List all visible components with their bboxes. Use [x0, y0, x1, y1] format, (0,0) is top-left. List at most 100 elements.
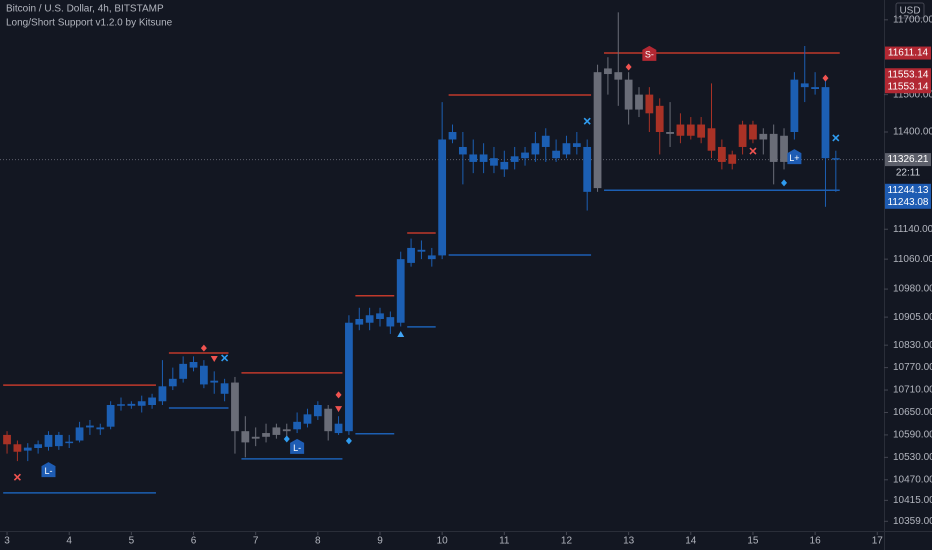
y-tick-label: 10650.00 [893, 407, 932, 418]
price-tag [885, 153, 931, 167]
y-tick-label: 10830.00 [893, 340, 932, 351]
signal-badge [41, 462, 56, 478]
signal-triangle-down [335, 406, 343, 413]
candle-body [800, 83, 809, 88]
candle-body [738, 124, 747, 147]
candle-body [438, 139, 447, 256]
candle-body [282, 429, 291, 432]
signal-diamond [822, 74, 829, 82]
candle-body [386, 317, 395, 327]
candle-body [44, 434, 53, 447]
candle-body [137, 401, 146, 406]
signal-diamond [625, 63, 632, 71]
candle-body [531, 143, 540, 155]
candle-body [313, 405, 322, 417]
price-tag-label: 11553.14 [888, 81, 929, 92]
candle-body [759, 133, 768, 140]
candle-body [168, 378, 177, 387]
candle-body [490, 158, 498, 166]
candle-body [96, 427, 105, 430]
signal-badge [787, 149, 802, 165]
candle-body [831, 158, 840, 160]
y-tick-label: 10980.00 [893, 284, 932, 295]
candle-body [769, 133, 778, 162]
candle-body [521, 152, 529, 159]
candle-body [127, 403, 136, 406]
x-tick-label: 11 [499, 536, 510, 547]
price-tag-label: 11244.13 [888, 185, 929, 196]
y-tick-label: 10905.00 [893, 312, 932, 323]
price-tag [885, 46, 931, 60]
candle-body [541, 135, 550, 147]
currency[interactable]: USD [899, 6, 920, 17]
chart-title: Bitcoin / U.S. Dollar, 4h, BITSTAMP [6, 4, 164, 15]
candle-body [293, 421, 302, 430]
x-tick-label: 7 [253, 536, 259, 547]
signal-diamond [335, 391, 342, 399]
candle-body [572, 143, 581, 147]
candle-body [303, 414, 312, 424]
candle-body [458, 146, 467, 155]
candle-body [417, 249, 426, 252]
candle-body [624, 79, 633, 110]
y-tick-label: 10359.00 [893, 516, 932, 527]
x-tick-label: 3 [4, 536, 10, 547]
candle-body [655, 105, 664, 133]
candle-body [604, 68, 612, 75]
x-tick-label: 5 [129, 536, 135, 547]
x-tick-label: 8 [315, 536, 321, 547]
price-tag-label: 11553.14 [888, 69, 929, 80]
signal-label: S- [645, 50, 654, 60]
candle-body [34, 444, 43, 449]
candle-body [707, 128, 716, 151]
candle-body [241, 431, 250, 443]
x-tick-label: 15 [747, 536, 759, 547]
candle-body [231, 382, 239, 432]
candle-body [199, 365, 208, 385]
x-tick-label: 13 [623, 536, 635, 547]
indicator-name: Long/Short Support v1.2.0 by Kitsune [6, 18, 173, 29]
candle-body [821, 87, 830, 159]
candle-body [593, 72, 602, 189]
x-tick-label: 4 [66, 536, 72, 547]
candle-body [324, 408, 333, 432]
candle-body [13, 444, 22, 452]
signal-diamond [200, 344, 207, 352]
candle-body [148, 397, 156, 405]
signal-cross [749, 147, 757, 155]
signal-diamond [781, 179, 788, 187]
candle-body [86, 425, 94, 428]
signal-triangle-up [397, 330, 405, 337]
candle-body [666, 132, 674, 134]
candle-body [262, 433, 270, 437]
candle-body [510, 156, 519, 162]
candle-body [345, 322, 353, 432]
candle-body [3, 434, 11, 445]
candle-body [251, 436, 260, 439]
candle-body [676, 124, 685, 136]
price-tag [885, 183, 931, 197]
candle-body [106, 405, 115, 427]
price-tag-label: 11326.21 [888, 154, 929, 165]
candle-body [117, 404, 125, 406]
x-tick-label: 12 [561, 536, 573, 547]
price-tag [885, 80, 931, 94]
x-tick-label: 9 [377, 536, 383, 547]
signal-cross [221, 354, 229, 362]
candle-body [210, 380, 219, 383]
candle-body [189, 361, 198, 368]
countdown: 22:11 [896, 168, 921, 179]
candle-body [780, 135, 788, 162]
signal-cross [832, 134, 840, 142]
candle-body [220, 383, 229, 394]
currency-box[interactable] [895, 2, 925, 19]
y-tick-label: 10530.00 [893, 452, 932, 463]
y-tick-label: 11060.00 [893, 254, 932, 265]
price-tag-label: 11611.14 [888, 48, 929, 59]
signal-label: L- [293, 443, 301, 453]
y-tick-label: 10415.00 [893, 495, 932, 506]
y-tick-label: 10590.00 [893, 430, 932, 441]
candle-body [272, 427, 281, 435]
